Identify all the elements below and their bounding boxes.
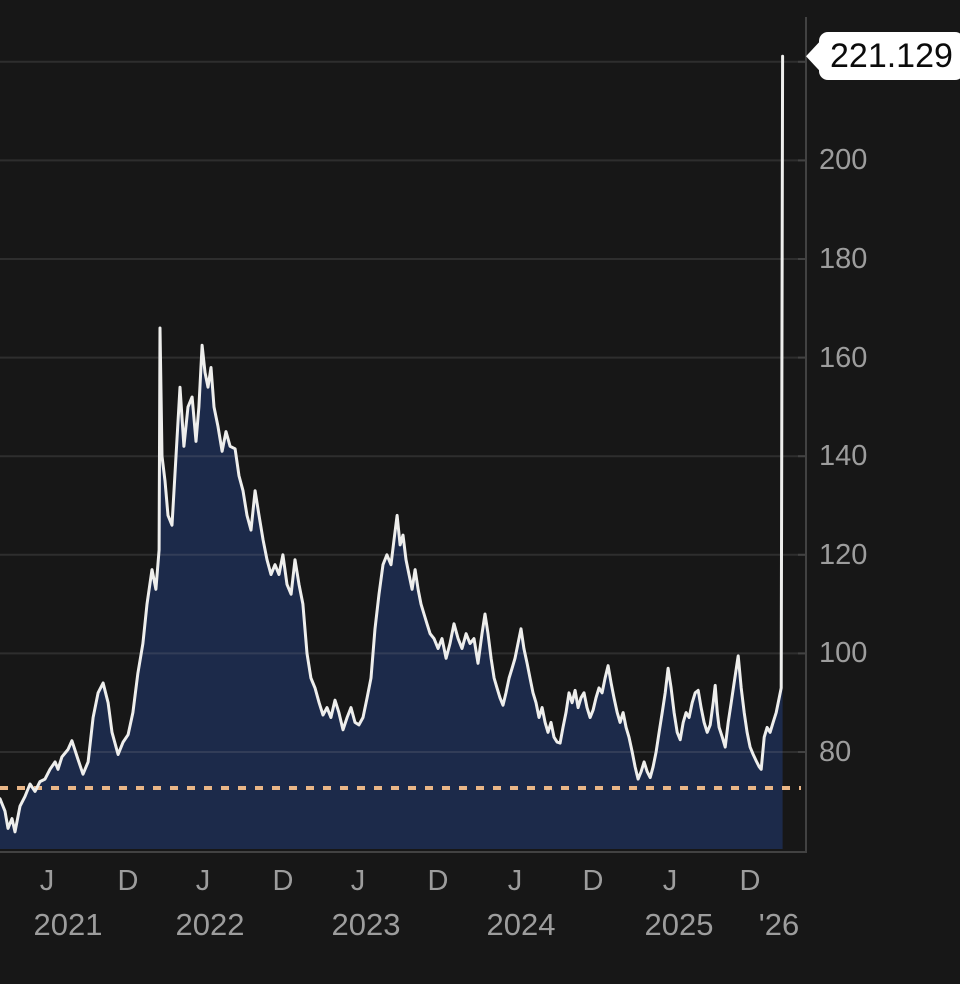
x-axis-year-label: 2024 — [486, 907, 556, 942]
x-axis-month-label: J — [507, 865, 523, 897]
x-axis-month-label: D — [582, 865, 604, 897]
y-axis-label: 180 — [819, 243, 868, 275]
x-axis-month-label: D — [117, 865, 139, 897]
callout-arrow-left-icon — [806, 41, 820, 72]
x-axis-month-label: J — [195, 865, 211, 897]
x-axis-year-label: 2025 — [644, 907, 714, 942]
y-axis-label: 140 — [819, 440, 868, 473]
y-axis-label: 200 — [819, 144, 868, 177]
x-axis-year-label: 2022 — [175, 907, 245, 942]
price-area-fill — [0, 56, 783, 849]
y-axis-label: 80 — [819, 736, 852, 768]
x-axis-month-label: D — [427, 865, 449, 897]
x-axis-month-label: J — [662, 865, 678, 897]
price-line — [0, 54, 785, 834]
last-price-value: 221.129 — [819, 32, 960, 81]
x-axis-year-label: 2023 — [331, 907, 401, 942]
x-axis-year-label: '26 — [758, 907, 800, 942]
y-axis-label: 100 — [819, 637, 868, 670]
y-axis-label: 160 — [819, 341, 868, 374]
last-price-callout: 221.129 — [806, 32, 960, 81]
y-axis-label: 120 — [819, 538, 868, 571]
x-axis-year-label: 2021 — [33, 907, 103, 942]
x-axis-month-label: J — [350, 865, 366, 897]
x-axis-month-label: D — [739, 865, 761, 897]
x-axis-month-label: D — [272, 865, 294, 897]
x-axis-month-label: J — [39, 865, 55, 897]
